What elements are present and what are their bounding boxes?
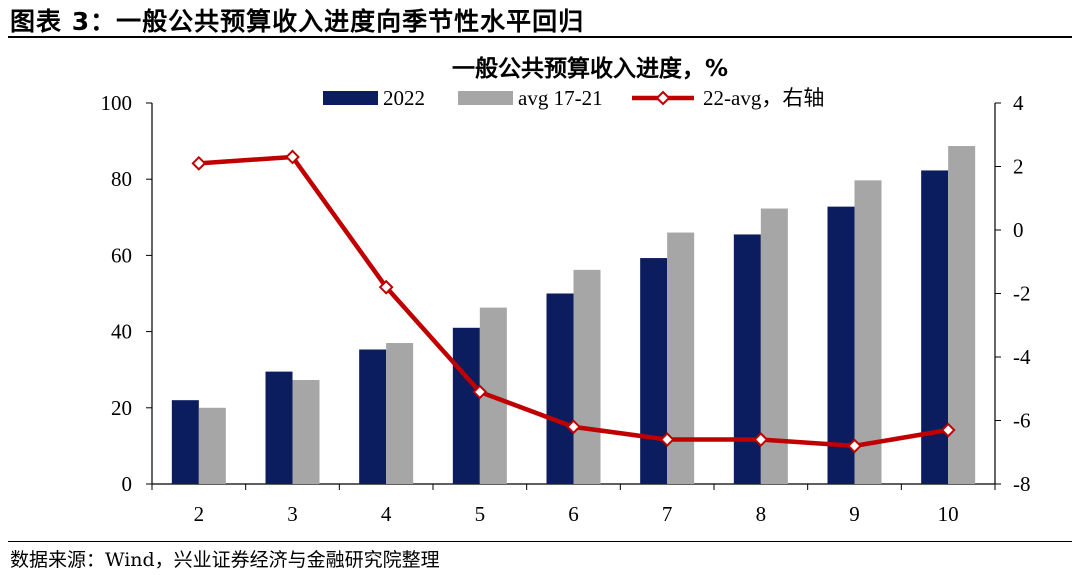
right-tick-label: 4 bbox=[1013, 91, 1024, 115]
bar-2022 bbox=[546, 293, 574, 484]
line-point bbox=[659, 432, 675, 447]
x-tick-label: 6 bbox=[568, 502, 579, 526]
line-point bbox=[472, 384, 488, 400]
right-tick-label: 0 bbox=[1013, 218, 1024, 242]
x-tick-label: 7 bbox=[662, 502, 673, 526]
bar-avg-17-21 bbox=[292, 379, 320, 484]
line-point bbox=[378, 279, 394, 295]
line-point bbox=[753, 432, 769, 447]
line-point bbox=[285, 149, 300, 165]
left-tick-label: 0 bbox=[122, 472, 133, 496]
bar-2022 bbox=[640, 258, 668, 484]
legend-label-1: avg 17-21 bbox=[518, 86, 603, 110]
right-tick-label: 2 bbox=[1013, 155, 1024, 179]
line-point bbox=[191, 155, 207, 171]
bar-2022 bbox=[921, 170, 949, 484]
x-tick-label: 9 bbox=[849, 502, 860, 526]
left-tick-label: 100 bbox=[101, 91, 133, 115]
right-tick-label: -4 bbox=[1013, 345, 1031, 369]
x-tick-label: 4 bbox=[381, 502, 392, 526]
bar-avg-17-21 bbox=[386, 343, 414, 484]
line-point bbox=[566, 419, 581, 435]
bar-2022 bbox=[359, 349, 387, 484]
top-rule bbox=[8, 36, 1072, 38]
line-point bbox=[940, 422, 956, 438]
x-tick-label: 8 bbox=[756, 502, 767, 526]
chart-title: 一般公共预算收入进度，% bbox=[452, 55, 728, 82]
figure-title: 图表 3：一般公共预算收入进度向季节性水平回归 bbox=[10, 7, 585, 36]
legend-label-2: 22-avg，右轴 bbox=[703, 86, 824, 110]
bar-2022 bbox=[265, 371, 293, 484]
bottom-rule bbox=[8, 541, 1072, 542]
left-tick-label: 20 bbox=[111, 396, 132, 420]
legend-swatch-0 bbox=[323, 91, 378, 105]
left-tick-label: 60 bbox=[111, 243, 132, 267]
right-tick-label: -6 bbox=[1013, 409, 1031, 433]
right-tick-label: -8 bbox=[1013, 472, 1031, 496]
x-tick-label: 2 bbox=[194, 502, 205, 526]
bar-avg-17-21 bbox=[854, 180, 882, 484]
bar-2022 bbox=[171, 400, 199, 484]
bar-2022 bbox=[452, 327, 480, 484]
legend-swatch-marker bbox=[655, 90, 671, 106]
plot-area: 0 20 40 60 80 100 -8 -6 -4 -2 0 2 4 2 3 4 5 6 7 8 9 10 bbox=[101, 91, 1031, 526]
x-tick-label: 3 bbox=[287, 502, 298, 526]
bar-avg-17-21 bbox=[573, 269, 601, 484]
bar-avg-17-21 bbox=[667, 232, 695, 484]
bar-2022 bbox=[733, 234, 761, 484]
x-tick-label: 5 bbox=[475, 502, 486, 526]
right-tick-label: -2 bbox=[1013, 282, 1031, 306]
left-tick-label: 40 bbox=[111, 320, 132, 344]
source-note: 数据来源：Wind，兴业证券经济与金融研究院整理 bbox=[10, 549, 440, 571]
bar-avg-17-21 bbox=[198, 407, 226, 484]
line-point bbox=[847, 438, 862, 454]
legend: 2022 avg 17-21 22-avg，右轴 bbox=[323, 86, 824, 110]
x-tick-label: 10 bbox=[938, 502, 959, 526]
legend-label-0: 2022 bbox=[383, 86, 425, 110]
left-tick-label: 80 bbox=[111, 167, 132, 191]
bar-2022 bbox=[827, 206, 855, 484]
legend-swatch-1 bbox=[458, 91, 513, 105]
